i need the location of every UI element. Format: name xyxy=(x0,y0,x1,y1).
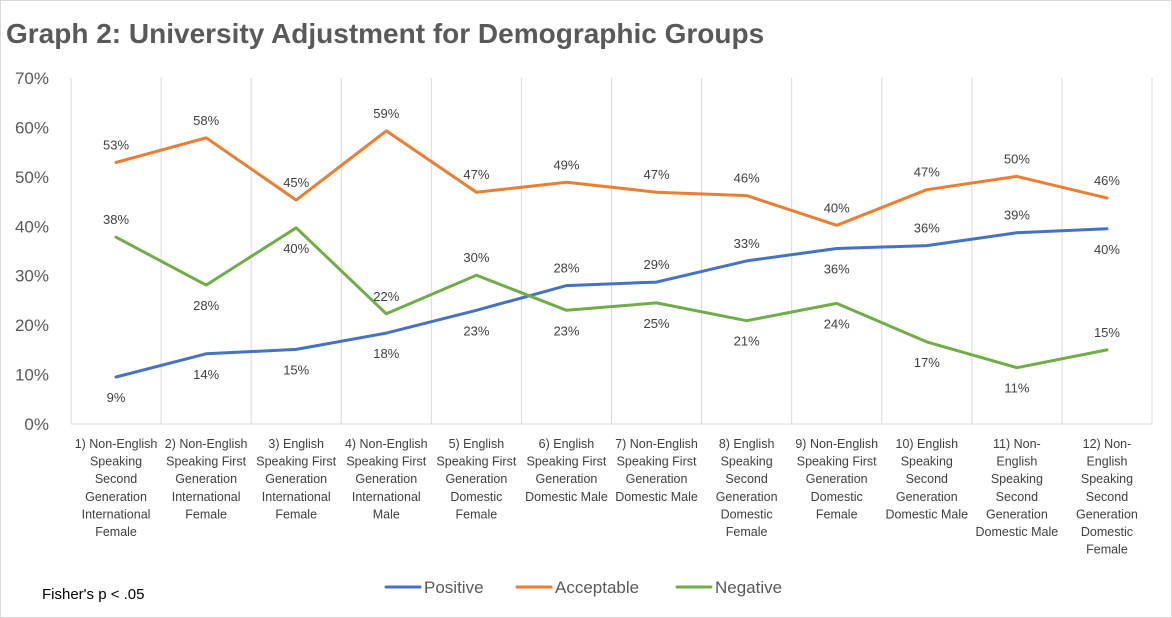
data-label: 50% xyxy=(1004,151,1030,166)
data-label: 18% xyxy=(373,346,399,361)
x-tick-label: 11) Non-English Speaking Second Generation D… xyxy=(976,437,1059,539)
x-tick-label: 5) English Speaking First Generation Domest… xyxy=(436,437,516,521)
legend-label-negative: Negative xyxy=(715,578,782,597)
data-label: 15% xyxy=(283,362,309,377)
y-tick-label: 60% xyxy=(15,118,49,137)
data-label: 45% xyxy=(283,175,309,190)
y-tick-label: 10% xyxy=(15,366,49,385)
series-line-positive xyxy=(114,227,1109,379)
data-label: 33% xyxy=(734,236,760,251)
x-tick-label: 9) Non-English Speaking First Generation Do… xyxy=(795,437,878,521)
x-tick-label: 6) English Speaking First Generation Domest… xyxy=(525,437,608,504)
data-label: 47% xyxy=(463,167,489,182)
x-tick-label: 7) Non-English Speaking First Generation Do… xyxy=(615,437,698,504)
data-label: 25% xyxy=(644,316,670,331)
data-label: 15% xyxy=(1094,325,1120,340)
data-label: 9% xyxy=(107,390,126,405)
legend-label-acceptable: Acceptable xyxy=(555,578,639,597)
series-line-negative xyxy=(114,226,1109,370)
x-tick-label: 2) Non-English Speaking First Generation In… xyxy=(165,437,248,521)
y-tick-label: 20% xyxy=(15,316,49,335)
y-tick-label: 50% xyxy=(15,168,49,187)
data-label: 11% xyxy=(1004,381,1029,396)
legend-label-positive: Positive xyxy=(424,578,484,597)
data-label: 58% xyxy=(193,113,219,128)
x-tick-label: 3) English Speaking First Generation Intern… xyxy=(256,437,336,521)
x-tick-label: 10) English Speaking Second Generation Domes… xyxy=(885,437,968,521)
data-label: 39% xyxy=(1004,208,1030,223)
data-label: 30% xyxy=(463,250,489,265)
data-label: 28% xyxy=(553,261,579,276)
x-tick-label: 8) English Speaking Second Generation Domest… xyxy=(716,437,778,539)
data-label: 40% xyxy=(824,200,850,215)
data-label: 21% xyxy=(734,334,760,349)
data-label: 22% xyxy=(373,289,399,304)
data-label: 46% xyxy=(734,171,760,186)
data-label: 23% xyxy=(463,323,489,338)
y-tick-label: 0% xyxy=(24,415,49,434)
data-label: 28% xyxy=(193,298,219,313)
data-label: 59% xyxy=(373,106,399,121)
data-label: 38% xyxy=(103,212,129,227)
y-tick-label: 40% xyxy=(15,217,49,236)
significance-note: Fisher's p < .05 xyxy=(42,586,145,603)
y-tick-label: 70% xyxy=(15,69,49,88)
data-label: 40% xyxy=(283,241,309,256)
data-label: 47% xyxy=(914,165,940,180)
y-tick-label: 30% xyxy=(15,267,49,286)
chart-title: Graph 2: University Adjustment for Demog… xyxy=(6,18,765,49)
data-label: 29% xyxy=(644,257,670,272)
data-label: 46% xyxy=(1094,173,1120,188)
x-tick-label: 12) Non-English Speaking Second Generation D… xyxy=(1076,437,1138,557)
data-label: 17% xyxy=(914,355,940,370)
data-label: 49% xyxy=(553,157,579,172)
data-label: 40% xyxy=(1094,242,1120,257)
x-tick-label: 1) Non-English Speaking Second Generation In… xyxy=(75,437,158,539)
data-label: 24% xyxy=(824,316,850,331)
series-line-acceptable xyxy=(114,129,1109,227)
data-label: 14% xyxy=(193,367,219,382)
data-label: 36% xyxy=(914,221,940,236)
data-label: 53% xyxy=(103,138,129,153)
data-label: 23% xyxy=(553,323,579,338)
data-label: 47% xyxy=(644,167,670,182)
data-label: 36% xyxy=(824,262,850,277)
x-tick-label: 4) Non-English Speaking First Generation In… xyxy=(345,437,428,521)
